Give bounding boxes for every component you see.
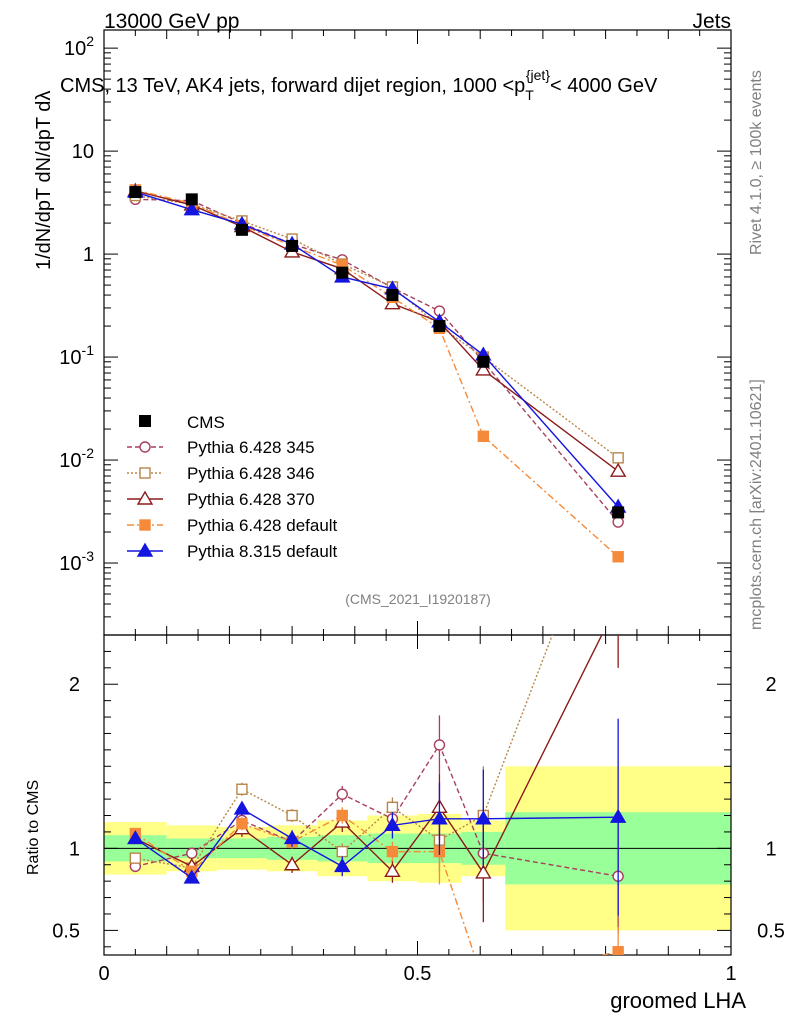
legend-label: Pythia 6.428 346 [187,464,315,483]
analysis-id: (CMS_2021_I1920187) [345,591,491,607]
data-point [612,506,625,519]
legend-marker [136,542,154,557]
header-right: Jets [692,10,731,33]
ratio-point [336,845,348,858]
ratio-point [186,847,198,859]
ratio-point [183,869,200,884]
ratio-point [286,809,298,822]
data-point [235,223,248,236]
ratio-point [386,845,399,858]
legend-label: CMS [187,413,225,432]
ratio-point [431,810,448,825]
legend-marker [139,467,151,479]
header-left: 13000 GeV pp [104,10,239,33]
x-tick-label: 0 [98,963,109,985]
ratio-point [475,864,492,879]
series-point [612,516,624,528]
ratio-tick-label: 2 [765,674,776,696]
legend-label: Pythia 6.428 345 [187,438,315,457]
legend-marker [139,519,151,531]
series-point [612,551,624,563]
ratio-point [334,857,351,873]
ratio-point [127,830,144,845]
ratio-point [475,810,492,825]
ratio-point [233,800,251,815]
ratio-tick-label: 1 [765,838,776,860]
legend-marker-data [139,415,151,427]
ratio-ylabel: Ratio to CMS [25,780,42,875]
ratio-point [609,808,627,823]
legend-label: Pythia 6.428 370 [187,490,315,509]
svg-text:1/dN/dpT dN/dpT dλ: 1/dN/dpT dN/dpT dλ [33,91,55,270]
ratio-tick-label: 1 [69,838,80,860]
ratio-point [336,788,348,800]
rivet-label: Rivet 4.1.0, ≥ 100k events [748,70,765,255]
y-tick-label: 1 [83,244,94,266]
ratio-point [236,818,248,830]
ratio-point [384,816,401,832]
x-tick-label: 0.5 [404,963,432,985]
legend-marker [136,490,154,505]
ratio-point [283,830,301,845]
chart-title: CMS, 13 TeV, AK4 jets, forward dijet reg… [60,67,658,103]
ratio-point [611,595,625,607]
series-point [183,201,200,216]
data-point [286,239,299,252]
series-point [612,452,624,464]
ratio-point [236,783,248,795]
main-ylabel: 1/dN/dpT dN/dpT dλ [33,91,55,270]
legend-marker [139,441,151,453]
ratio-point [433,739,446,751]
y-tick-label: 10-2 [59,445,94,472]
series-point [609,462,627,477]
ratio-point [612,946,624,955]
ratio-point [283,856,301,871]
axes: 10-3 10-2 10-1 1 10 102 0 0.5 1 0.5 0.5 1 1 2 2 [52,30,785,985]
data-point [185,193,198,206]
ratio-point [386,801,399,814]
legend: CMS Pythia 6.428 345 Pythia 6.428 346 Pythi… [127,413,338,561]
ratio-series [127,595,627,986]
ratio-tick-label: 0.5 [52,920,80,942]
y-tick-label: 10-1 [59,342,94,369]
data-point [433,320,446,333]
ratio-point [384,862,401,878]
y-tick-label: 102 [64,33,94,60]
legend-label: Pythia 8.315 default [187,542,338,561]
x-axis-label: groomed LHA [610,988,746,1013]
main-series [127,182,627,563]
x-tick-label: 1 [725,963,736,985]
legend-label: Pythia 6.428 default [187,516,338,535]
mcplots-label: mcplots.cern.ch [arXiv:2401.10621] [748,379,765,630]
ratio-point [336,809,348,822]
y-tick-label: 10-3 [59,548,94,575]
data-point [336,266,349,279]
data-point [477,355,490,368]
data-point [386,289,399,302]
ratio-tick-label: 0.5 [757,920,785,942]
data-point [129,186,142,199]
ratio-point [129,852,142,864]
series-point [475,361,492,376]
ratio-tick-label: 2 [69,674,80,696]
series-line [135,191,619,508]
series-point [477,430,490,443]
y-tick-label: 10 [72,141,94,163]
ratio-point [478,976,488,986]
